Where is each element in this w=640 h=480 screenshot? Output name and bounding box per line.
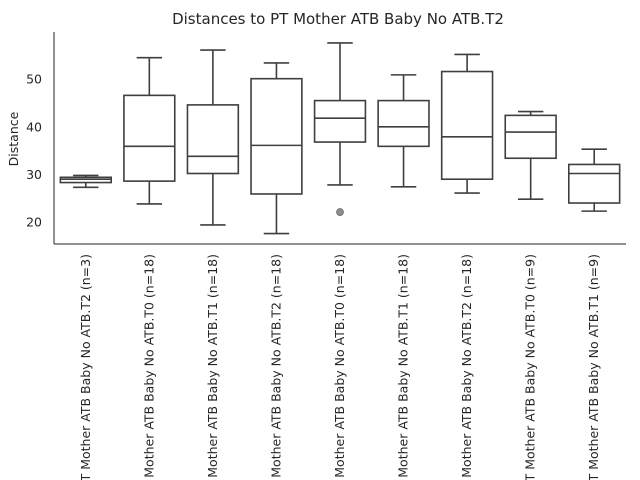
box-group	[186, 49, 240, 226]
box-iqr	[186, 104, 240, 175]
box-group	[440, 53, 494, 194]
y-tick-label: 40	[26, 119, 42, 134]
y-axis-label: Distance	[6, 111, 21, 166]
box-group	[123, 56, 176, 205]
y-tick-label: 20	[26, 215, 42, 230]
box-iqr	[123, 94, 176, 182]
box-group	[504, 110, 557, 201]
outlier-point	[336, 208, 344, 216]
x-tick-label: PT Mother ATB Baby No ATB.T0 (n=9)	[523, 254, 538, 480]
box-group	[250, 62, 303, 235]
x-tick-label: PT Mother ATB Baby No ATB.T1 (n=18)	[205, 254, 220, 480]
chart-title: Distances to PT Mother ATB Baby No ATB.T…	[172, 10, 504, 28]
x-tick-label: PT Mother ATB Baby No ATB.T0 (n=18)	[141, 254, 156, 480]
box-group	[377, 74, 430, 188]
boxes-layer	[59, 42, 621, 235]
box-iqr	[313, 99, 367, 143]
x-tick-label: PT Mother ATB Baby No ATB.T2 (n=18)	[268, 254, 283, 480]
box-group	[313, 42, 367, 216]
box-group	[567, 148, 621, 212]
x-tick-label: PT Mother ATB Baby No ATB.T1 (n=18)	[396, 254, 411, 480]
box-group	[59, 174, 113, 189]
x-tick-label: PT Mother ATB Baby No ATB.T2 (n=3)	[78, 254, 93, 480]
box-iqr	[440, 70, 494, 181]
box-iqr	[567, 163, 621, 204]
x-tick-labels: PT Mother ATB Baby No ATB.T2 (n=3) PT Mot…	[78, 254, 601, 480]
x-tick-label: PT Mother ATB Baby No ATB.T2 (n=18)	[459, 254, 474, 480]
x-tick-label: PT Mother ATB Baby No ATB.T0 (n=18)	[332, 254, 347, 480]
y-tick-label: 30	[26, 167, 42, 182]
y-tick-label: 50	[26, 72, 42, 87]
box-iqr	[250, 77, 303, 195]
box-iqr	[377, 99, 430, 148]
plot-axes	[53, 32, 626, 245]
y-ticks: 20 30 40 50	[26, 72, 42, 230]
x-tick-label: PT Mother ATB Baby No ATB.T1 (n=9)	[586, 254, 601, 480]
box-iqr	[504, 114, 557, 160]
